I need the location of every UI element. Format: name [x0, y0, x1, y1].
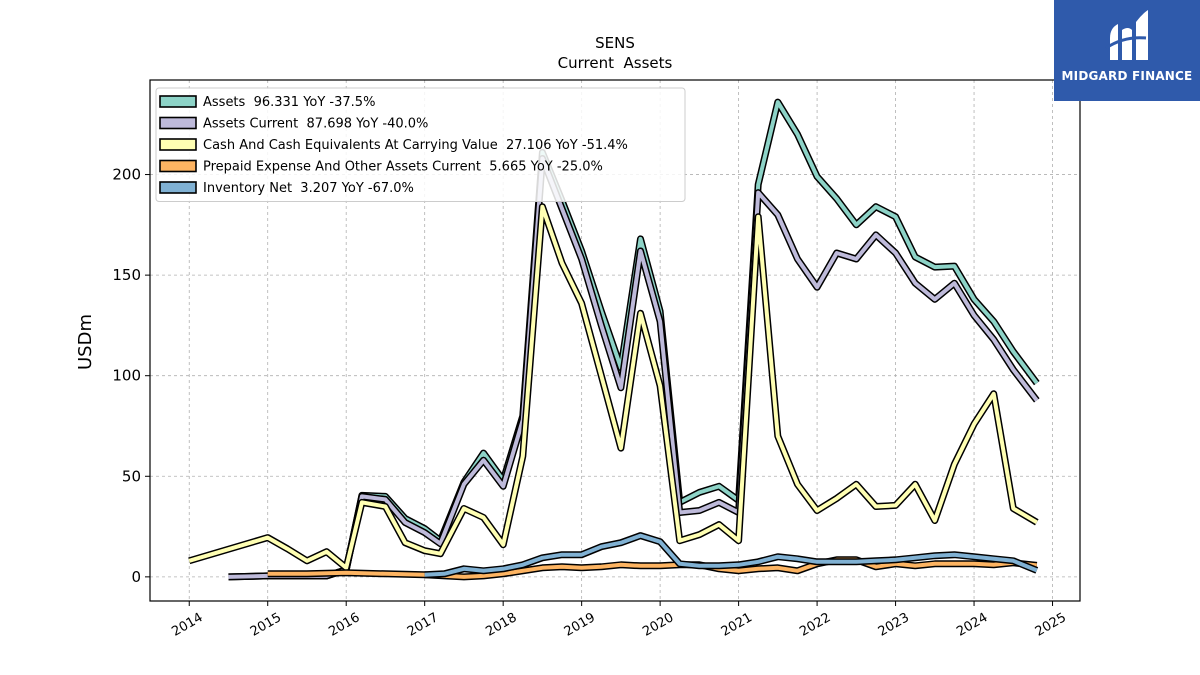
chart-subtitle: Current Assets: [558, 54, 673, 72]
series-line: [228, 155, 1040, 581]
series-line-outline: [188, 203, 1039, 572]
y-tick-label: 150: [112, 266, 141, 284]
chart-title: SENS: [595, 34, 635, 52]
plot-frame: [149, 79, 1081, 602]
legend-label: Inventory Net 3.207 YoY -67.0%: [203, 181, 414, 196]
x-tick-label: 2021: [719, 610, 755, 640]
legend-swatch: [159, 116, 197, 130]
series-line-fill: [424, 533, 1038, 577]
midgard-logo-icon: [1105, 10, 1148, 60]
x-tick-label: 2025: [1033, 610, 1069, 640]
brand-logo: MIDGARD FINANCE: [1054, 0, 1200, 101]
legend-label: Assets 96.331 YoY -37.5%: [203, 95, 375, 110]
legend: Assets 96.331 YoY -37.5% Assets Current 8…: [155, 87, 686, 202]
y-tick-label: 100: [112, 367, 141, 385]
y-tick-label: 50: [122, 467, 141, 485]
x-tick-label: 2015: [248, 610, 284, 640]
x-tick-label: 2018: [483, 610, 519, 640]
series-layer: [188, 98, 1040, 581]
x-tick-label: 2017: [405, 610, 441, 640]
x-tick-label: 2014: [169, 610, 205, 640]
y-axis-label: USDm: [75, 314, 96, 370]
y-tick-label: 0: [131, 568, 141, 586]
legend-label: Prepaid Expense And Other Assets Current…: [203, 160, 603, 175]
legend-swatch: [159, 159, 197, 173]
legend-label: Assets Current 87.698 YoY -40.0%: [203, 117, 428, 132]
legend-box: [155, 87, 686, 202]
x-tick-label: 2020: [640, 610, 676, 640]
y-tick-label: 200: [112, 166, 141, 184]
legend-label: Cash And Cash Equivalents At Carrying Va…: [203, 138, 628, 153]
x-tick-label: 2016: [326, 610, 362, 640]
x-tick-label: 2023: [876, 610, 912, 640]
series-line: [188, 203, 1039, 572]
series-line: [267, 556, 1038, 581]
x-tick-label: 2019: [562, 610, 598, 640]
legend-swatch: [159, 95, 197, 108]
x-tick-label: 2022: [797, 610, 833, 640]
legend-swatch: [159, 138, 197, 151]
series-line-fill: [228, 156, 1039, 579]
series-line-fill: [188, 204, 1038, 570]
series-line: [424, 532, 1039, 579]
brand-logo-text: MIDGARD FINANCE: [1061, 69, 1193, 83]
legend-swatch: [159, 181, 197, 194]
x-tick-label: 2024: [954, 610, 990, 640]
